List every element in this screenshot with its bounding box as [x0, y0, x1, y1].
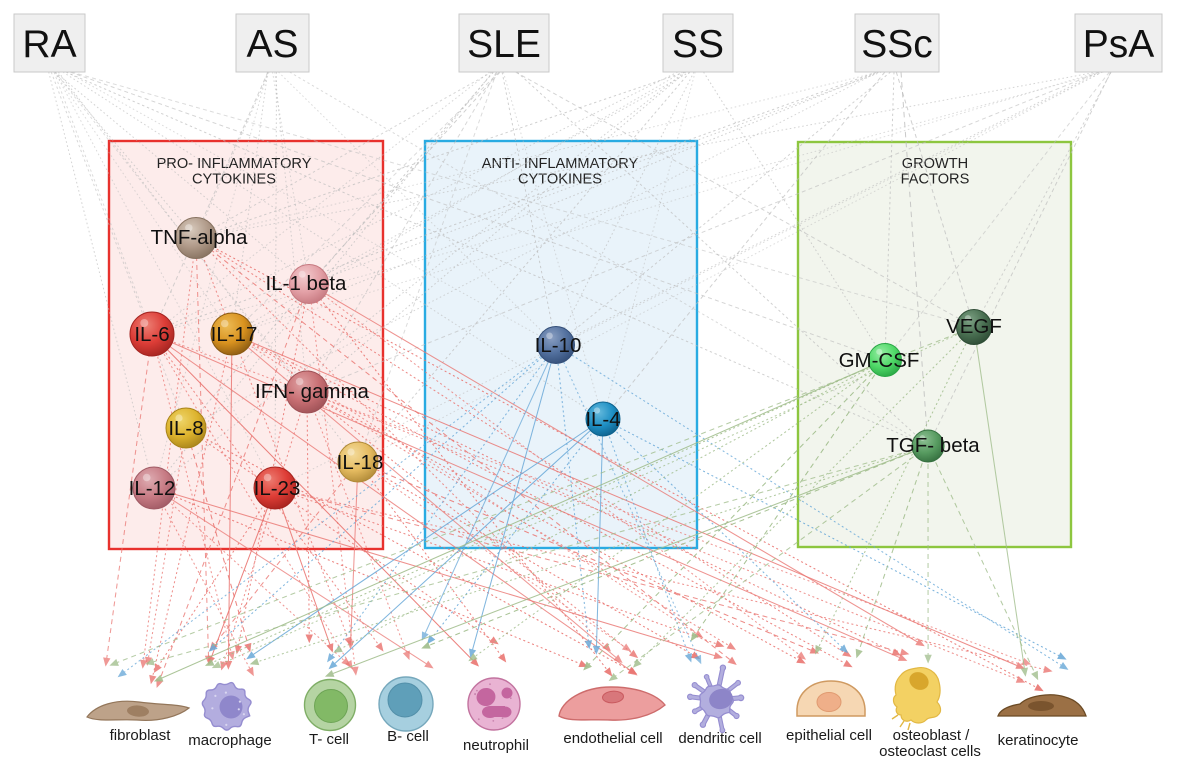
svg-text:IL-12: IL-12 — [129, 477, 176, 500]
svg-text:B- cell: B- cell — [387, 728, 429, 745]
svg-text:T- cell: T- cell — [309, 731, 349, 748]
svg-text:IL-1 beta: IL-1 beta — [266, 272, 348, 295]
svg-text:SSc: SSc — [861, 23, 933, 66]
svg-text:IFN- gamma: IFN- gamma — [255, 380, 370, 403]
svg-text:IL-23: IL-23 — [254, 477, 301, 500]
svg-text:IL-4: IL-4 — [585, 408, 620, 431]
svg-text:IL-6: IL-6 — [134, 323, 169, 346]
svg-text:neutrophil: neutrophil — [463, 737, 529, 754]
svg-text:IL-17: IL-17 — [211, 323, 258, 346]
svg-text:SS: SS — [672, 23, 724, 66]
svg-text:GROWTH: GROWTH — [902, 156, 968, 172]
svg-text:dendritic cell: dendritic cell — [678, 730, 761, 747]
svg-text:AS: AS — [246, 23, 298, 66]
svg-text:VEGF: VEGF — [946, 315, 1002, 338]
svg-text:IL-18: IL-18 — [337, 451, 384, 474]
svg-text:RA: RA — [22, 23, 76, 66]
svg-text:epithelial cell: epithelial cell — [786, 727, 872, 744]
svg-text:IL-10: IL-10 — [535, 334, 582, 357]
svg-text:CYTOKINES: CYTOKINES — [192, 172, 276, 188]
svg-text:fibroblast: fibroblast — [110, 727, 172, 744]
svg-text:macrophage: macrophage — [188, 732, 271, 749]
svg-text:TGF- beta: TGF- beta — [886, 434, 980, 457]
svg-text:SLE: SLE — [467, 23, 541, 66]
svg-text:IL-8: IL-8 — [168, 417, 203, 440]
svg-text:osteoclast cells: osteoclast cells — [879, 743, 981, 760]
svg-text:FACTORS: FACTORS — [901, 172, 970, 188]
svg-text:PRO- INFLAMMATORY: PRO- INFLAMMATORY — [157, 156, 312, 172]
svg-text:GM-CSF: GM-CSF — [839, 349, 920, 372]
svg-text:TNF-alpha: TNF-alpha — [151, 226, 248, 249]
svg-text:ANTI- INFLAMMATORY: ANTI- INFLAMMATORY — [482, 156, 639, 172]
svg-text:CYTOKINES: CYTOKINES — [518, 172, 602, 188]
svg-text:keratinocyte: keratinocyte — [998, 732, 1079, 749]
svg-text:endothelial cell: endothelial cell — [563, 730, 662, 747]
svg-text:PsA: PsA — [1083, 23, 1155, 66]
svg-text:osteoblast /: osteoblast / — [893, 727, 971, 744]
